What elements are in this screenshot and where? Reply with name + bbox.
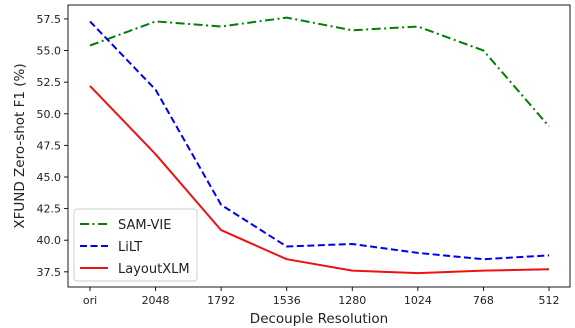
- x-axis-ticks: ori 2048 1792 1536 1280 1024 768 512: [83, 287, 560, 307]
- y-tick-label: 42.5: [37, 203, 62, 216]
- y-tick-label: 40.0: [37, 234, 62, 247]
- y-tick-label: 50.0: [37, 108, 62, 121]
- legend-box: [73, 208, 198, 282]
- y-tick-label: 45.0: [37, 171, 62, 184]
- x-tick-label: 512: [539, 294, 560, 307]
- y-tick-label: 52.5: [37, 76, 62, 89]
- x-axis-label: Decouple Resolution: [250, 311, 388, 327]
- legend: SAM-VIE LiLT LayoutXLM: [73, 208, 198, 282]
- plot-frame: [67, 4, 571, 288]
- y-tick-label: 37.5: [37, 266, 62, 279]
- series-line-lilt: [89, 20, 550, 261]
- x-tick-label: 1280: [338, 294, 366, 307]
- x-tick-label: 2048: [142, 294, 170, 307]
- legend-label: LayoutXLM: [118, 262, 190, 277]
- x-tick-label: 1024: [404, 294, 432, 307]
- y-axis-label: XFUND Zero-shot F1 (%): [12, 63, 28, 228]
- series-lines: [89, 16, 550, 275]
- x-tick-label: 768: [473, 294, 494, 307]
- y-tick-label: 47.5: [37, 139, 62, 152]
- x-tick-label: 1792: [207, 294, 235, 307]
- legend-label: SAM-VIE: [118, 218, 171, 233]
- series-line-sam-vie: [89, 16, 550, 128]
- series-line-layoutxlm: [89, 85, 550, 275]
- legend-label: LiLT: [118, 240, 142, 255]
- x-tick-label: ori: [83, 294, 97, 307]
- y-tick-label: 57.5: [37, 13, 62, 26]
- y-axis-ticks: 37.5 40.0 42.5 45.0 47.5 50.0 52.5 55.0 57.5: [37, 13, 68, 279]
- y-tick-label: 55.0: [37, 45, 62, 58]
- x-tick-label: 1536: [273, 294, 301, 307]
